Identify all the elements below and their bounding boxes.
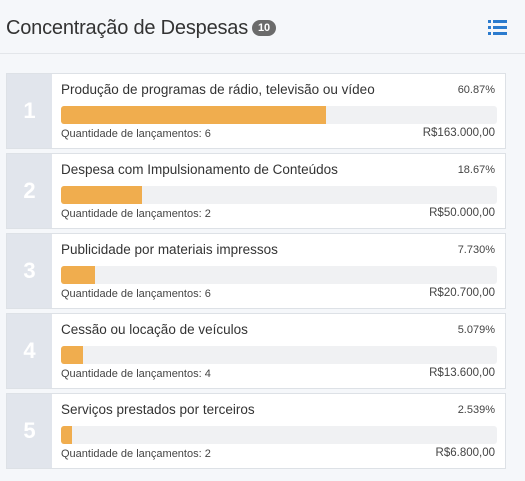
entry-count: Quantidade de lançamentos: 6: [61, 288, 211, 300]
rank-number: 2: [7, 154, 52, 228]
entry-count: Quantidade de lançamentos: 2: [61, 448, 211, 460]
progress-track: [61, 186, 497, 204]
progress-track: [61, 346, 497, 364]
expense-value: R$20.700,00: [429, 287, 495, 299]
progress-track: [61, 266, 497, 284]
expense-percent: 18.67%: [457, 164, 495, 176]
rank-number: 4: [7, 314, 52, 388]
entry-count: Quantidade de lançamentos: 2: [61, 208, 211, 220]
expense-value: R$163.000,00: [422, 127, 495, 139]
expense-item: 5 Serviços prestados por terceiros 2.539…: [6, 393, 506, 469]
expense-percent: 5.079%: [457, 324, 495, 336]
expense-category: Cessão ou locação de veículos: [61, 322, 248, 337]
expense-category: Produção de programas de rádio, televisã…: [61, 82, 375, 97]
progress-fill: [61, 186, 143, 204]
panel-header: Concentração de Despesas 10: [0, 0, 525, 54]
count-badge: 10: [252, 20, 276, 36]
expense-item: 4 Cessão ou locação de veículos 5.079% Q…: [6, 313, 506, 389]
progress-track: [61, 426, 497, 444]
expense-category: Despesa com Impulsionamento de Conteúdos: [61, 162, 338, 177]
expense-item: 2 Despesa com Impulsionamento de Conteúd…: [6, 153, 506, 229]
expense-percent: 60.87%: [457, 84, 495, 96]
expense-category: Serviços prestados por terceiros: [61, 402, 255, 417]
expense-percent: 7.730%: [457, 244, 495, 256]
page-title: Concentração de Despesas 10: [6, 17, 276, 40]
expense-value: R$13.600,00: [429, 367, 495, 379]
expense-item: 3 Publicidade por materiais impressos 7.…: [6, 233, 506, 309]
expense-category: Publicidade por materiais impressos: [61, 242, 278, 257]
rank-number: 1: [7, 74, 52, 148]
expense-item: 1 Produção de programas de rádio, televi…: [6, 73, 506, 149]
expense-percent: 2.539%: [457, 404, 495, 416]
progress-fill: [61, 426, 73, 444]
progress-fill: [61, 106, 327, 124]
expense-value: R$6.800,00: [435, 447, 495, 459]
rank-number: 5: [7, 394, 52, 468]
progress-fill: [61, 346, 84, 364]
entry-count: Quantidade de lançamentos: 6: [61, 128, 211, 140]
entry-count: Quantidade de lançamentos: 4: [61, 368, 211, 380]
rank-number: 3: [7, 234, 52, 308]
progress-track: [61, 106, 497, 124]
expense-value: R$50.000,00: [429, 207, 495, 219]
list-icon[interactable]: [488, 20, 507, 35]
page-title-text: Concentração de Despesas: [6, 17, 249, 39]
progress-fill: [61, 266, 95, 284]
